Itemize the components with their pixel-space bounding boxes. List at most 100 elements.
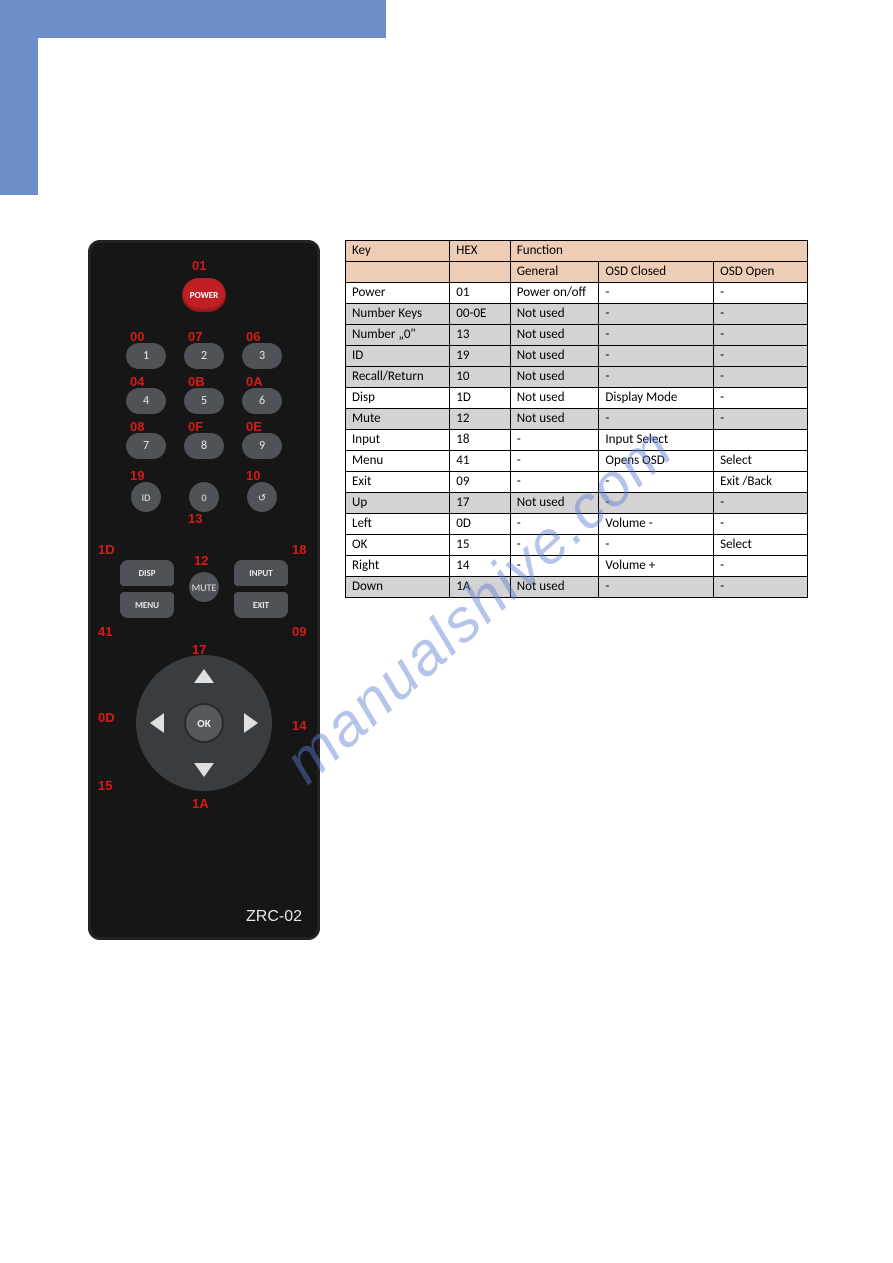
btn-5[interactable]: 5 <box>184 388 224 414</box>
table-cell: 12 <box>450 409 510 430</box>
table-cell: Down <box>346 577 450 598</box>
table-cell: - <box>714 556 808 577</box>
power-button[interactable]: POWER <box>182 278 226 312</box>
table-cell: Power <box>346 283 450 304</box>
table-cell: ID <box>346 346 450 367</box>
code-right: 14 <box>292 718 306 733</box>
code-disp: 1D <box>98 542 115 557</box>
table-cell: Not used <box>510 304 599 325</box>
table-cell: - <box>510 556 599 577</box>
header-left-bar <box>0 0 38 195</box>
th-function: Function <box>510 241 807 262</box>
table-cell: Input Select <box>599 430 714 451</box>
table-cell: Not used <box>510 346 599 367</box>
table-cell: Select <box>714 535 808 556</box>
table-cell: Not used <box>510 367 599 388</box>
arrow-down-icon[interactable] <box>194 763 214 777</box>
table-cell: - <box>714 514 808 535</box>
table-row: Recall/Return10Not used-- <box>346 367 808 388</box>
table-cell: Not used <box>510 493 599 514</box>
btn-1[interactable]: 1 <box>126 343 166 369</box>
arrow-left-icon[interactable] <box>150 713 164 733</box>
table-cell: 19 <box>450 346 510 367</box>
code-5: 0B <box>188 374 205 389</box>
disp-button[interactable]: DISP <box>120 560 174 586</box>
table-cell: Volume - <box>599 514 714 535</box>
code-6: 0A <box>246 374 263 389</box>
ok-button[interactable]: OK <box>184 703 224 743</box>
table-row: ID19Not used-- <box>346 346 808 367</box>
table-cell: Recall/Return <box>346 367 450 388</box>
table-cell: - <box>714 346 808 367</box>
code-7: 08 <box>130 419 144 434</box>
key-function-table: Key HEX Function General OSD Closed OSD … <box>345 240 808 598</box>
table-row: Up17Not used-- <box>346 493 808 514</box>
table-cell: Input <box>346 430 450 451</box>
table-cell: - <box>599 577 714 598</box>
table-cell: 15 <box>450 535 510 556</box>
table-cell: - <box>714 367 808 388</box>
table-cell: - <box>510 535 599 556</box>
table-cell: - <box>714 577 808 598</box>
table-cell: Display Mode <box>599 388 714 409</box>
btn-3[interactable]: 3 <box>242 343 282 369</box>
arrow-up-icon[interactable] <box>194 669 214 683</box>
table-cell: - <box>510 451 599 472</box>
table-row: Number Keys00-0ENot used-- <box>346 304 808 325</box>
table-cell: - <box>599 409 714 430</box>
table-cell: Number „0" <box>346 325 450 346</box>
table-cell: Not used <box>510 409 599 430</box>
code-recall: 10 <box>246 468 260 483</box>
table-cell: - <box>714 493 808 514</box>
code-2: 07 <box>188 329 202 344</box>
table-cell: - <box>510 472 599 493</box>
table-cell: 09 <box>450 472 510 493</box>
code-power: 01 <box>192 258 206 273</box>
table-cell: - <box>714 325 808 346</box>
input-button[interactable]: INPUT <box>234 560 288 586</box>
code-3: 06 <box>246 329 260 344</box>
table-cell: - <box>510 430 599 451</box>
th-hex: HEX <box>450 241 510 262</box>
table-cell: Exit /Back <box>714 472 808 493</box>
arrow-right-icon[interactable] <box>244 713 258 733</box>
table-cell: 00-0E <box>450 304 510 325</box>
table-cell: - <box>714 304 808 325</box>
table-cell: Menu <box>346 451 450 472</box>
table-row: Power01Power on/off-- <box>346 283 808 304</box>
exit-button[interactable]: EXIT <box>234 592 288 618</box>
menu-button[interactable]: MENU <box>120 592 174 618</box>
btn-8[interactable]: 8 <box>184 433 224 459</box>
btn-9[interactable]: 9 <box>242 433 282 459</box>
btn-4[interactable]: 4 <box>126 388 166 414</box>
table-cell: - <box>599 283 714 304</box>
table-cell: - <box>599 304 714 325</box>
model-label: ZRC-02 <box>246 908 302 926</box>
table-cell: Left <box>346 514 450 535</box>
code-4: 04 <box>130 374 144 389</box>
zero-button[interactable]: 0 <box>189 482 219 512</box>
recall-button[interactable]: ↺ <box>247 482 277 512</box>
code-9: 0E <box>246 419 262 434</box>
table-cell: Exit <box>346 472 450 493</box>
mute-button[interactable]: MUTE <box>189 572 219 602</box>
btn-7[interactable]: 7 <box>126 433 166 459</box>
table-cell: 13 <box>450 325 510 346</box>
table-cell: - <box>599 493 714 514</box>
code-1: 00 <box>130 329 144 344</box>
th-osd-closed: OSD Closed <box>599 262 714 283</box>
btn-2[interactable]: 2 <box>184 343 224 369</box>
table-row: OK15--Select <box>346 535 808 556</box>
th-key: Key <box>346 241 450 262</box>
table-cell: - <box>510 514 599 535</box>
code-id: 19 <box>130 468 144 483</box>
table-cell: 14 <box>450 556 510 577</box>
btn-6[interactable]: 6 <box>242 388 282 414</box>
table-cell: Not used <box>510 388 599 409</box>
dpad: OK <box>136 655 272 791</box>
table-cell: OK <box>346 535 450 556</box>
id-button[interactable]: ID <box>131 482 161 512</box>
table-cell: 18 <box>450 430 510 451</box>
table-cell: - <box>599 535 714 556</box>
table-cell: Not used <box>510 577 599 598</box>
